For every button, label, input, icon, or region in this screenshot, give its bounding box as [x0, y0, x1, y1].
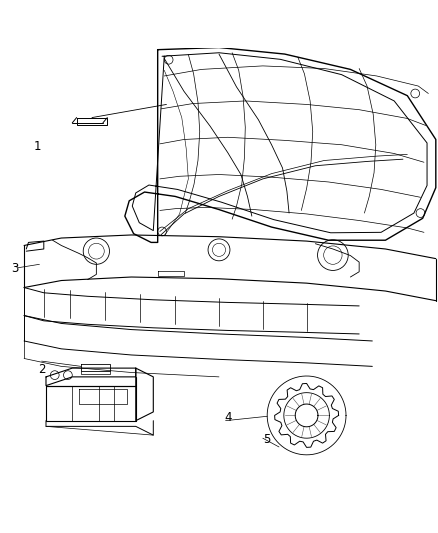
Text: 3: 3	[12, 262, 19, 275]
Text: 2: 2	[38, 363, 46, 376]
Text: 1: 1	[33, 140, 41, 152]
Text: 4: 4	[224, 411, 232, 424]
Text: 5: 5	[264, 433, 271, 446]
